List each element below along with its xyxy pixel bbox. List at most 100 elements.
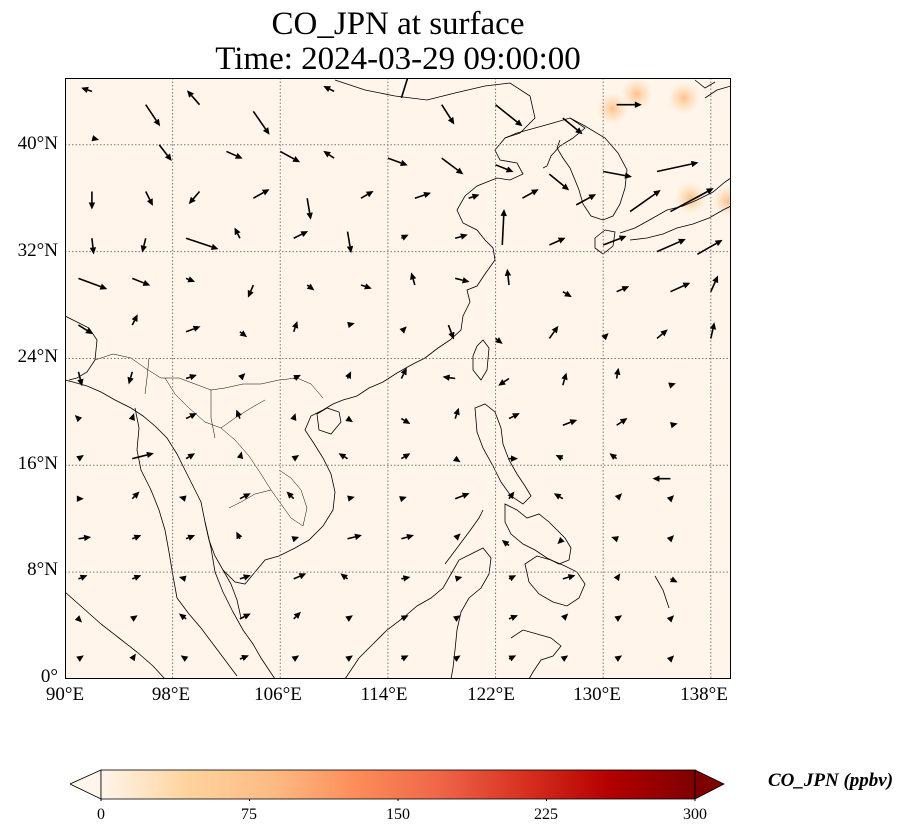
coast-sumatra-south (176, 597, 238, 677)
wind-arrow (401, 534, 414, 541)
wind-arrow (291, 536, 300, 543)
wind-arrow (453, 407, 460, 419)
wind-arrow (76, 655, 84, 662)
wind-arrow (185, 325, 201, 333)
wind-arrow (452, 615, 461, 622)
lon-label-106e: 106°E (254, 684, 302, 705)
wind-arrow (508, 413, 520, 420)
concentration-hotspots (596, 78, 731, 217)
lon-label-114e: 114°E (360, 684, 408, 705)
wind-arrow (293, 611, 301, 620)
coastlines (65, 79, 731, 679)
coast-gulf-thailand (222, 569, 242, 619)
wind-arrow (603, 170, 632, 179)
wind-arrow (291, 655, 300, 662)
wind-arrow (338, 453, 348, 460)
wind-arrow (400, 655, 409, 662)
coast-japan-honshu (619, 177, 731, 234)
coast-japan-honshu-south (629, 205, 731, 241)
wind-arrow (666, 535, 675, 543)
wind-arrow (291, 455, 300, 462)
wind-arrow (238, 373, 246, 381)
wind-arrow (400, 234, 409, 241)
wind-arrow (185, 374, 197, 381)
wind-arrow (616, 101, 642, 108)
lat-label-0: 0° (40, 666, 58, 687)
wind-arrow (561, 372, 568, 386)
wind-arrow (614, 493, 623, 501)
wind-arrow (346, 231, 354, 254)
wind-arrow (128, 413, 135, 421)
wind-arrow (666, 655, 675, 663)
wind-arrow (74, 615, 83, 623)
coast-korea (556, 117, 628, 221)
wind-arrow (180, 655, 189, 662)
coast-taiwan (472, 339, 490, 381)
wind-arrow (252, 110, 270, 135)
coast-bangladesh (65, 315, 98, 381)
wind-arrow (293, 573, 307, 580)
wind-arrow (614, 655, 623, 662)
wind-arrow (279, 150, 301, 163)
wind-arrow (668, 382, 676, 389)
wind-arrow (504, 268, 512, 286)
wind-arrow (609, 453, 618, 460)
wind-arrow (345, 615, 353, 622)
wind-arrow (340, 573, 349, 581)
wind-arrow (495, 337, 503, 344)
coast-liaodong (504, 117, 586, 169)
wind-arrow (89, 238, 97, 255)
colorbar-label: CO_JPN (ppbv) (768, 770, 894, 791)
wind-arrow (666, 615, 675, 623)
map-title-line1: CO_JPN at surface (271, 6, 525, 42)
colorbar-tick-150: 150 (386, 806, 410, 823)
wind-arrow (400, 417, 411, 424)
wind-arrow (548, 173, 570, 191)
wind-arrow (509, 455, 518, 462)
wind-arrow (629, 189, 661, 213)
wind-arrow (131, 277, 151, 286)
wind-arrow (323, 150, 335, 159)
colorbar-extend-low (70, 769, 102, 800)
wind-arrow (562, 290, 572, 298)
colorbar-tick-75: 75 (241, 806, 257, 823)
wind-arrow (453, 533, 461, 541)
wind-arrow (130, 615, 138, 622)
wind-arrow (131, 314, 138, 326)
coast-mindanao (524, 555, 586, 607)
wind-arrow (670, 422, 678, 429)
wind-arrow (495, 164, 514, 173)
wind-arrow (239, 493, 251, 500)
coast-kyushu (594, 229, 616, 255)
wind-arrow (562, 117, 583, 135)
coast-sakhalin (694, 79, 716, 89)
lat-label-40n: 40°N (17, 133, 58, 154)
wind-arrow (239, 330, 248, 338)
lat-label-32n: 32°N (17, 240, 58, 261)
wind-arrow (561, 613, 569, 621)
wind-arrow (178, 495, 187, 502)
wind-arrow (495, 104, 523, 127)
wind-arrow (507, 491, 515, 500)
wind-arrow (452, 455, 461, 463)
wind-arrow (239, 654, 249, 661)
wind-arrow (185, 534, 196, 541)
colorbar-ticks (100, 799, 696, 801)
lon-label-90e: 90°E (45, 684, 85, 705)
wind-arrow (74, 414, 83, 423)
wind-arrow (522, 189, 539, 199)
lon-label-130e: 130°E (573, 684, 621, 705)
hotspot-4 (674, 182, 707, 215)
wind-arrow (670, 188, 714, 213)
wind-arrow (286, 491, 295, 500)
wind-arrow (696, 239, 723, 255)
wind-arrow (188, 191, 201, 205)
border-lines (94, 353, 324, 527)
coast-palawan (444, 509, 484, 565)
wind-arrow (709, 322, 717, 339)
coast-luzon (474, 403, 532, 505)
wind-arrow (601, 333, 609, 341)
wind-arrow (501, 540, 510, 547)
wind-arrow (616, 286, 630, 293)
wind-arrow (468, 193, 480, 200)
